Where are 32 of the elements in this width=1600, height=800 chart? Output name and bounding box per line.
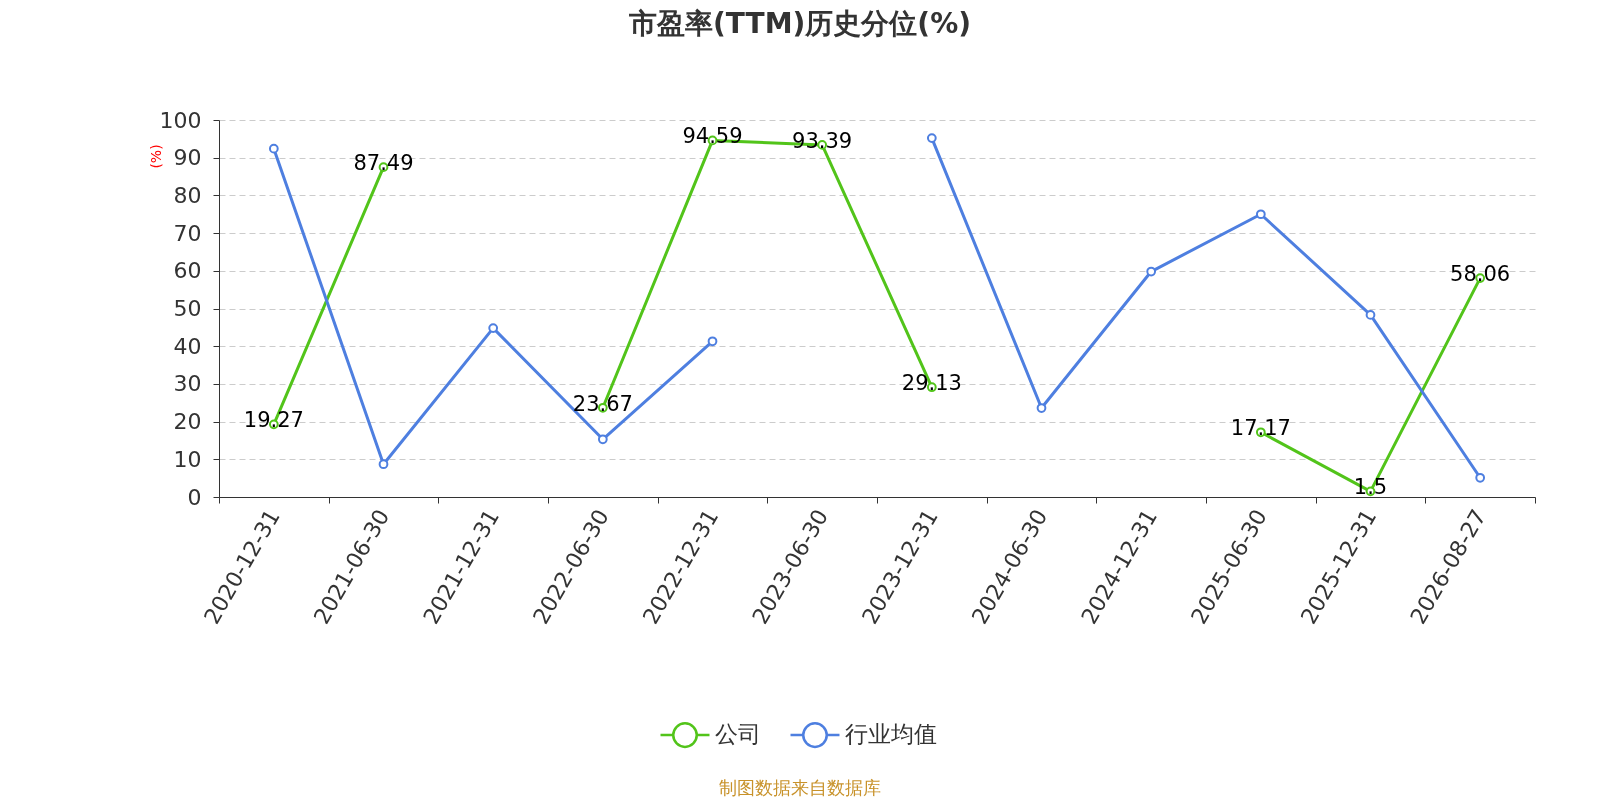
point	[1255, 209, 1266, 220]
legend-label: 行业均值	[845, 721, 937, 748]
legend-label: 公司	[715, 721, 761, 748]
y-tick-label: 80	[173, 182, 202, 208]
point	[1475, 472, 1486, 483]
data-label: 93.39	[792, 128, 853, 153]
point	[1146, 266, 1157, 277]
point	[926, 133, 937, 143]
data-label: 17.17	[1230, 416, 1291, 441]
y-tick-label: 20	[173, 409, 202, 435]
text: 制图数据来自数据库	[719, 777, 881, 798]
data-label: 94.59	[682, 124, 743, 149]
y-tick-label: 40	[173, 333, 202, 359]
data-label: 58.06	[1450, 262, 1511, 287]
point	[597, 434, 608, 445]
point	[488, 323, 499, 333]
point	[268, 143, 279, 154]
y-tick-label: 60	[173, 258, 202, 284]
y-tick-label: 0	[187, 484, 202, 510]
point	[378, 459, 389, 470]
y-tick-label: 50	[173, 296, 202, 321]
chart-title: 市盈率(TTM)历史分位(%)	[628, 7, 971, 40]
y-tick-label: 70	[173, 220, 202, 246]
data-label: 87.49	[353, 151, 414, 176]
y-axis-title: (%)	[147, 144, 164, 169]
y-tick-label: 10	[173, 446, 202, 472]
point	[1365, 310, 1376, 320]
point	[1036, 403, 1047, 413]
point	[707, 336, 718, 347]
y-tick-label: 100	[159, 107, 202, 133]
y-tick-label: 90	[173, 145, 202, 171]
y-tick-label: 30	[173, 371, 202, 397]
